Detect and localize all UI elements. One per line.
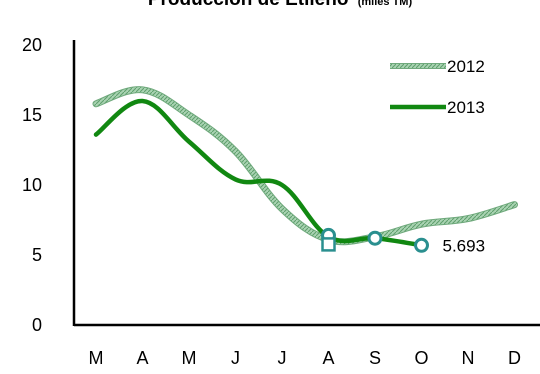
x-tick-label-2: M xyxy=(182,348,197,368)
x-tick-label-9: D xyxy=(508,348,521,368)
data-marker-circle-2 xyxy=(367,230,383,246)
series-line-2012 xyxy=(93,87,517,245)
x-tick-label-7: O xyxy=(414,348,428,368)
x-tick-label-8: N xyxy=(462,348,475,368)
x-tick-label-6: S xyxy=(369,348,381,368)
x-tick-label-3: J xyxy=(231,348,240,368)
chart-title-unit: (miles TM) xyxy=(358,0,413,8)
y-axis-ticks: 0 5 10 15 20 xyxy=(22,35,42,335)
y-tick-label-5: 5 xyxy=(32,245,42,265)
chart-title: Producción de Etileno (miles TM) xyxy=(148,0,413,10)
x-tick-label-0: M xyxy=(89,348,104,368)
data-marker-square-1 xyxy=(321,237,336,252)
chart-title-main: Producción de Etileno xyxy=(148,0,349,10)
y-tick-label-0: 0 xyxy=(32,315,42,335)
marker-layer xyxy=(321,227,429,253)
y-tick-label-10: 10 xyxy=(22,175,42,195)
y-tick-label-15: 15 xyxy=(22,105,42,125)
x-tick-label-4: J xyxy=(278,348,287,368)
x-tick-label-5: A xyxy=(322,348,334,368)
annotation-layer: 5.693 xyxy=(443,236,486,255)
x-tick-label-1: A xyxy=(136,348,148,368)
legend: 2012 2013 xyxy=(390,57,485,117)
data-marker-circle-3 xyxy=(414,237,429,253)
series-line-2013 xyxy=(93,98,424,248)
legend-label-2013: 2013 xyxy=(447,98,485,117)
data-label-0: 5.693 xyxy=(443,236,486,255)
y-tick-label-20: 20 xyxy=(22,35,42,55)
legend-label-2012: 2012 xyxy=(447,57,485,76)
